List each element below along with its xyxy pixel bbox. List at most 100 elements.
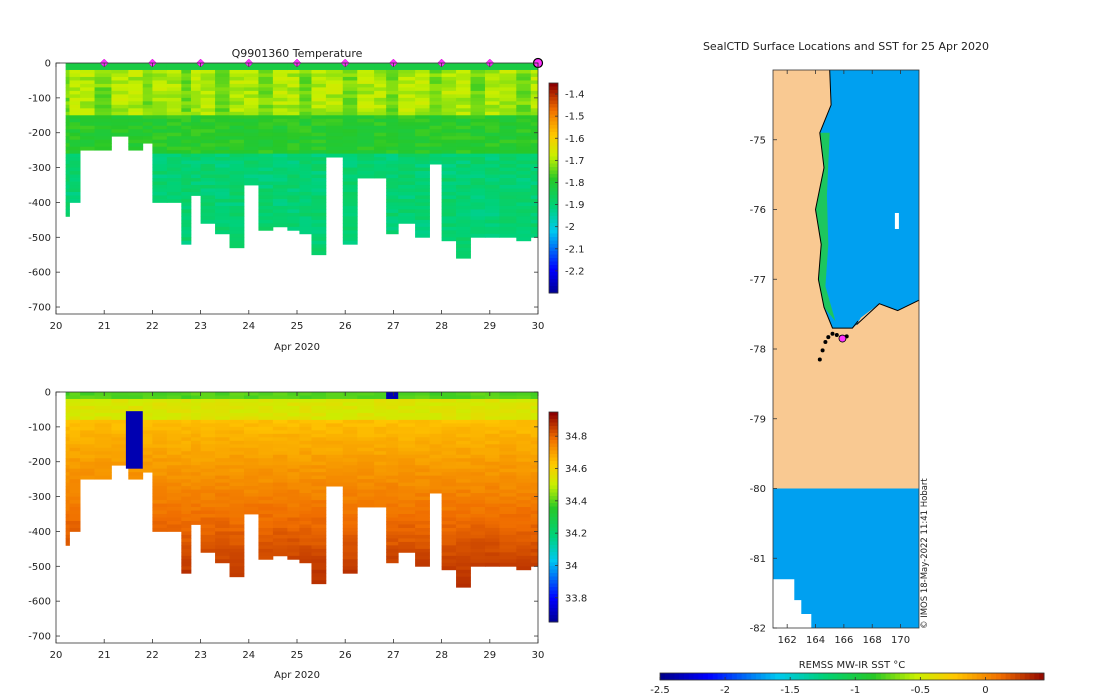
sst-colorbar-tick-label: -1 xyxy=(850,685,860,696)
ice-gap xyxy=(894,212,899,229)
y-tick-label: 0 xyxy=(45,59,51,70)
x-tick-label: 21 xyxy=(98,321,111,332)
temperature-panel: Q9901360 Temperature 20 21 22 23 24 25 26 27 28 2… xyxy=(28,47,584,353)
y-tick-label: -300 xyxy=(28,163,51,174)
temperature-x-label: Apr 2020 xyxy=(274,342,320,353)
sst-colorbar-tick-label: -2 xyxy=(720,685,730,696)
current-location-marker xyxy=(838,334,847,343)
map-y-tick-label: -81 xyxy=(750,554,766,565)
x-tick-label: 27 xyxy=(387,650,400,661)
y-tick-label: -400 xyxy=(28,198,51,209)
track-point xyxy=(817,357,822,362)
colorbar-tick-label: -1.9 xyxy=(565,200,585,211)
track-point xyxy=(826,335,831,340)
colorbar-tick-label: 34 xyxy=(565,561,578,572)
colorbar-tick-label: -1.5 xyxy=(565,112,585,123)
map-x-ticks: 162 164 166 168 170 xyxy=(778,70,910,646)
colorbar-tick-label: 34.8 xyxy=(565,432,587,443)
map-watermark: © IMOS 18-May-2022 11:41 Hobart xyxy=(920,478,930,629)
x-tick-label: 25 xyxy=(291,321,304,332)
sst-colorbar-frame xyxy=(659,672,1045,681)
x-tick-label: 22 xyxy=(146,650,159,661)
x-tick-label: 29 xyxy=(483,650,496,661)
x-tick-label: 20 xyxy=(50,650,63,661)
sst-colorbar-label: REMSS MW-IR SST °C xyxy=(799,660,906,671)
colorbar-tick-label: -1.6 xyxy=(565,134,585,145)
x-tick-label: 23 xyxy=(194,321,207,332)
x-tick-label: 23 xyxy=(194,650,207,661)
colorbar-tick-label: -1.4 xyxy=(565,90,585,101)
x-tick-label: 22 xyxy=(146,321,159,332)
map-title: SealCTD Surface Locations and SST for 25… xyxy=(703,40,989,53)
salinity-y-ticks: 0 -100 -200 -300 -400 -500 -600 -700 xyxy=(28,388,538,643)
temperature-title: Q9901360 Temperature xyxy=(232,47,363,60)
x-tick-label: 21 xyxy=(98,650,111,661)
x-tick-label: 29 xyxy=(483,321,496,332)
map-y-tick-label: -76 xyxy=(750,205,766,216)
y-tick-label: -700 xyxy=(28,632,51,643)
colorbar-tick-label: -1.7 xyxy=(565,156,585,167)
sst-colorbar-tick-label: -2.5 xyxy=(650,685,670,696)
coastline xyxy=(814,69,859,329)
ice-shelf-edge xyxy=(856,299,920,325)
colorbar-frame xyxy=(548,411,559,623)
salinity-heatmap xyxy=(65,392,538,588)
map-y-tick-label: -80 xyxy=(750,484,766,495)
y-tick-label: -600 xyxy=(28,268,51,279)
y-tick-label: -100 xyxy=(28,422,51,433)
salinity-low-anomaly xyxy=(125,411,143,469)
track-point xyxy=(820,348,825,353)
no-data-area xyxy=(773,579,812,628)
y-tick-label: -700 xyxy=(28,303,51,314)
x-tick-label: 20 xyxy=(50,321,63,332)
y-tick-label: -200 xyxy=(28,457,51,468)
y-tick-label: -400 xyxy=(28,527,51,538)
map-x-tick-label: 170 xyxy=(891,635,910,646)
x-tick-label: 26 xyxy=(339,650,352,661)
x-tick-label: 25 xyxy=(291,650,304,661)
x-tick-label: 26 xyxy=(339,321,352,332)
temperature-colorbar: -1.4 -1.5 -1.6 -1.7 -1.8 -1.9 -2 -2.1 -2.2 xyxy=(548,82,585,294)
map-x-tick-label: 168 xyxy=(863,635,882,646)
colorbar-tick-label: 34.2 xyxy=(565,529,587,540)
map-x-tick-label: 164 xyxy=(806,635,825,646)
salinity-x-ticks: 20 21 22 23 24 25 26 27 28 29 30 xyxy=(50,392,544,661)
y-tick-label: -200 xyxy=(28,128,51,139)
track-point xyxy=(834,333,839,337)
sst-map xyxy=(772,69,920,629)
colorbar-tick-label: 34.4 xyxy=(565,496,587,507)
colorbar-tick-label: 34.6 xyxy=(565,464,587,475)
map-x-tick-label: 162 xyxy=(778,635,797,646)
y-tick-label: -300 xyxy=(28,492,51,503)
colorbar-tick-label: 33.8 xyxy=(565,593,587,604)
sst-colorbar-tick-label: 0 xyxy=(982,685,988,696)
colorbar-tick-label: -2 xyxy=(565,222,575,233)
x-tick-label: 24 xyxy=(242,321,255,332)
coastal-cold-strip xyxy=(815,132,836,322)
salinity-colorbar: 34.8 34.6 34.4 34.2 34 33.8 xyxy=(548,411,587,623)
salinity-panel: 20 21 22 23 24 25 26 27 28 29 30 0 -100 -200 -300 -400… xyxy=(28,388,587,682)
map-y-tick-label: -79 xyxy=(750,414,766,425)
x-tick-label: 28 xyxy=(435,321,448,332)
map-y-tick-label: -75 xyxy=(750,135,766,146)
colorbar-tick-label: -2.1 xyxy=(565,244,585,255)
map-y-tick-label: -82 xyxy=(750,624,766,635)
temperature-x-ticks: 20 21 22 23 24 25 26 27 28 29 30 xyxy=(50,63,545,332)
x-tick-label: 30 xyxy=(532,321,545,332)
y-tick-label: -100 xyxy=(28,93,51,104)
track-point xyxy=(823,340,828,344)
x-tick-label: 28 xyxy=(435,650,448,661)
track-point xyxy=(830,331,835,336)
y-tick-label: -500 xyxy=(28,562,51,573)
sea-area xyxy=(815,70,919,329)
temperature-heatmap xyxy=(65,63,538,259)
sst-colorbar-tick-label: -1.5 xyxy=(780,685,800,696)
x-tick-label: 24 xyxy=(242,650,255,661)
salinity-x-label: Apr 2020 xyxy=(274,670,320,681)
y-tick-label: 0 xyxy=(45,388,51,399)
colorbar-tick-label: -2.2 xyxy=(565,266,585,277)
x-tick-label: 27 xyxy=(387,321,400,332)
map-y-tick-label: -77 xyxy=(750,275,766,286)
map-y-ticks: -75 -76 -77 -78 -79 -80 -81 -82 xyxy=(750,135,777,635)
